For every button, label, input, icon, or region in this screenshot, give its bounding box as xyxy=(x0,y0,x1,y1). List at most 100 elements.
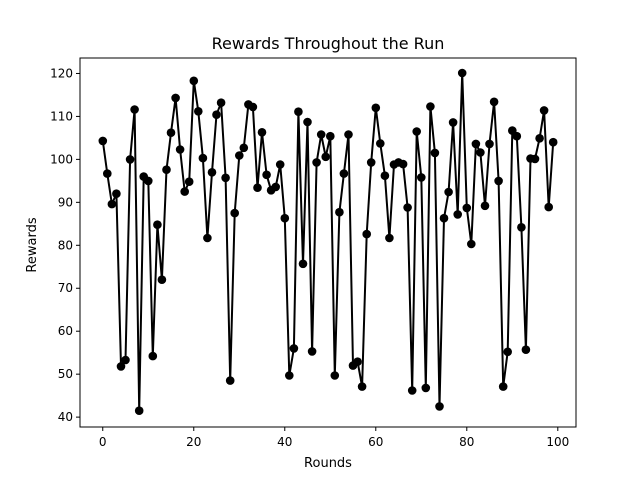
y-tick-label: 120 xyxy=(50,66,73,80)
data-point xyxy=(530,154,540,164)
data-point xyxy=(366,158,376,167)
data-point xyxy=(275,160,285,169)
data-point xyxy=(439,213,449,223)
data-point xyxy=(535,134,544,143)
data-point xyxy=(289,344,299,353)
data-point xyxy=(194,107,203,116)
data-point xyxy=(521,345,531,355)
data-point xyxy=(153,220,162,229)
data-point xyxy=(417,173,426,182)
data-point xyxy=(162,165,171,174)
data-point xyxy=(157,275,167,285)
x-tick-label: 40 xyxy=(277,435,292,449)
data-point xyxy=(271,182,281,192)
x-axis-label: Rounds xyxy=(304,456,352,471)
data-point xyxy=(285,371,294,380)
series-line xyxy=(101,72,555,412)
data-point xyxy=(457,68,467,78)
data-point xyxy=(216,98,226,107)
data-point xyxy=(207,168,217,177)
data-point xyxy=(498,382,508,391)
data-point xyxy=(312,158,321,167)
data-point xyxy=(298,259,308,269)
x-tick-label: 100 xyxy=(546,435,569,449)
data-point xyxy=(230,208,239,218)
data-point xyxy=(198,153,208,163)
data-point xyxy=(175,145,185,154)
data-point xyxy=(294,107,303,116)
data-point xyxy=(125,155,135,164)
data-point xyxy=(130,105,139,114)
data-point xyxy=(362,229,372,239)
data-point xyxy=(112,189,121,198)
x-tick-label: 0 xyxy=(99,435,107,449)
data-point xyxy=(448,118,458,127)
y-axis-label: Rewards xyxy=(25,217,40,272)
data-point xyxy=(235,151,244,160)
data-point xyxy=(180,187,189,196)
data-point xyxy=(280,213,290,223)
data-point xyxy=(489,97,499,107)
data-point xyxy=(189,76,199,86)
data-point xyxy=(430,148,440,158)
data-point xyxy=(371,103,381,113)
data-point xyxy=(344,130,353,139)
data-point xyxy=(184,177,194,186)
data-point xyxy=(385,233,394,243)
data-point xyxy=(148,351,158,361)
y-tick-label: 60 xyxy=(58,324,73,338)
plot-area xyxy=(98,68,558,416)
y-tick-label: 40 xyxy=(58,410,73,424)
data-point xyxy=(476,148,485,157)
data-point xyxy=(485,139,494,149)
data-point xyxy=(225,376,235,385)
data-point xyxy=(326,131,335,141)
data-point xyxy=(480,201,490,211)
data-point xyxy=(107,199,117,209)
data-point xyxy=(548,137,558,147)
data-point xyxy=(398,159,408,169)
data-point xyxy=(203,233,212,243)
data-point xyxy=(335,207,344,217)
data-point xyxy=(307,347,317,356)
data-point xyxy=(512,131,522,141)
data-point xyxy=(103,169,112,178)
data-point xyxy=(116,362,126,371)
y-tick-label: 70 xyxy=(58,281,73,295)
data-point xyxy=(221,173,230,183)
x-tick-label: 60 xyxy=(368,435,383,449)
data-point xyxy=(257,128,267,137)
chart-title: Rewards Throughout the Run xyxy=(212,34,445,53)
plot-frame xyxy=(79,57,577,428)
axes: 0 20 40 60 80 100 40 50 60 70 80 90 100 110 120 xyxy=(50,57,577,449)
data-point xyxy=(453,210,463,219)
data-point xyxy=(253,183,262,192)
data-point xyxy=(462,203,472,213)
x-tick-label: 20 xyxy=(186,435,201,449)
x-tick-label: 80 xyxy=(459,435,474,449)
data-point xyxy=(403,203,412,212)
y-tick-label: 100 xyxy=(50,152,73,166)
data-point xyxy=(121,355,130,365)
data-point xyxy=(467,239,476,249)
y-tick-label: 90 xyxy=(58,195,73,209)
data-point xyxy=(134,406,144,416)
data-point xyxy=(444,187,453,197)
data-point xyxy=(426,102,435,111)
data-point xyxy=(380,171,390,180)
data-point xyxy=(494,176,503,186)
data-point xyxy=(376,139,385,148)
data-point xyxy=(357,382,367,391)
data-point xyxy=(503,347,512,357)
data-point xyxy=(316,130,326,139)
data-point xyxy=(321,152,331,162)
data-point xyxy=(339,169,349,178)
data-point xyxy=(330,371,340,380)
data-point xyxy=(539,106,549,115)
data-point xyxy=(239,143,249,153)
data-point xyxy=(98,136,108,146)
data-point xyxy=(421,383,431,393)
y-tick-label: 50 xyxy=(58,367,73,381)
data-point xyxy=(212,110,221,119)
